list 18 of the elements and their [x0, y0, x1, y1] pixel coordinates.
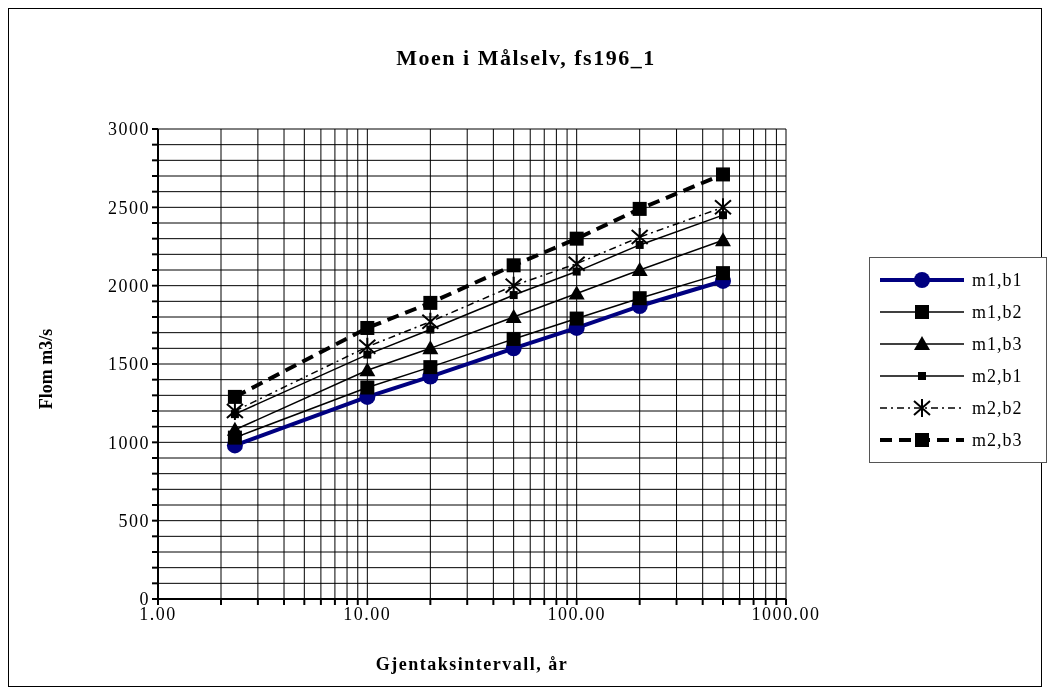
y-tick-label: 1500: [108, 354, 150, 375]
y-tick-label: 2000: [108, 276, 150, 297]
y-tick-label: 1000: [108, 432, 150, 453]
legend-label: m2,b1: [972, 365, 1023, 387]
y-tick-label: 2500: [108, 197, 150, 218]
legend-label: m1,b3: [972, 333, 1023, 355]
legend-label: m1,b1: [972, 269, 1023, 291]
y-tick-label: 500: [118, 511, 150, 532]
legend-label: m2,b3: [972, 429, 1023, 451]
chart-title: Moen i Målselv, fs196_1: [395, 45, 657, 71]
x-axis-title: Gjentaksintervall, år: [374, 654, 570, 675]
x-tick-label: 100.00: [547, 603, 606, 624]
legend-label: m1,b2: [972, 301, 1023, 323]
y-tick-label: 3000: [108, 119, 150, 140]
y-axis-title: Flom m3/s: [35, 328, 57, 410]
x-tick-label: 10.00: [343, 603, 392, 624]
x-tick-label: 1000.00: [751, 603, 821, 624]
legend-label: m2,b2: [972, 397, 1023, 419]
